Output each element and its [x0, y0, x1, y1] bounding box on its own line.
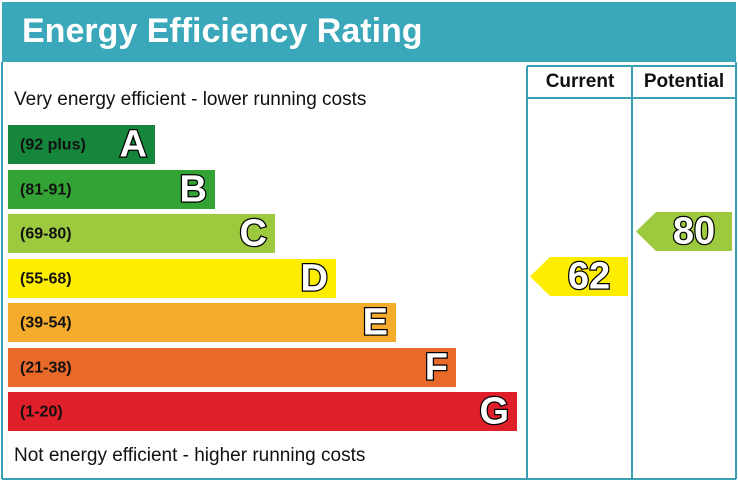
title-bar — [2, 2, 736, 62]
column-header: Current — [546, 71, 615, 92]
rating-value: 80 — [673, 211, 715, 253]
top-note: Very energy efficient - lower running co… — [14, 89, 366, 110]
band-letter: C — [240, 213, 267, 255]
column-header: Potential — [644, 71, 724, 92]
band-bar — [8, 348, 456, 387]
band-bar — [8, 170, 215, 209]
rating-arrow — [530, 257, 628, 296]
band-range: (55-68) — [20, 271, 72, 288]
band-range: (21-38) — [20, 360, 72, 377]
band-bar — [8, 214, 275, 253]
band-range: (69-80) — [20, 226, 72, 243]
band-letter: F — [425, 347, 448, 389]
band-letter: B — [180, 169, 207, 211]
band-range: (92 plus) — [20, 137, 86, 154]
title: Energy Efficiency Rating — [22, 12, 423, 50]
rating-value: 62 — [568, 256, 610, 298]
band-letter: E — [363, 302, 388, 344]
band-bar — [8, 259, 336, 298]
band-letter: A — [120, 124, 147, 166]
bottom-note: Not energy efficient - higher running co… — [14, 445, 365, 466]
band-range: (1-20) — [20, 404, 63, 421]
frame — [1, 62, 737, 480]
band-range: (39-54) — [20, 315, 72, 332]
band-letter: D — [301, 258, 328, 300]
band-bar — [8, 303, 396, 342]
band-range: (81-91) — [20, 182, 72, 199]
band-bar — [8, 125, 155, 164]
band-bar — [8, 392, 517, 431]
band-letter: G — [479, 391, 509, 433]
rating-arrow — [636, 212, 732, 251]
